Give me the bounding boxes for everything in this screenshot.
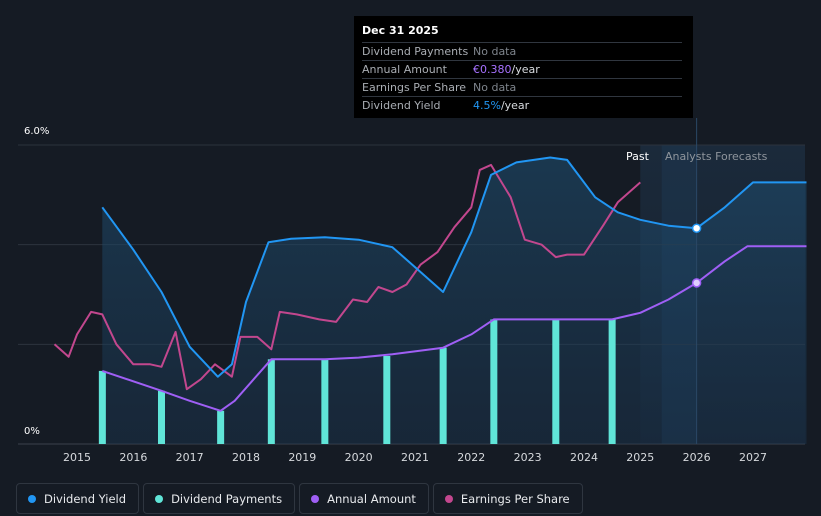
tooltip-label: Dividend Yield <box>362 99 441 112</box>
annual-amount-marker[interactable] <box>691 278 702 288</box>
dividend-payment-bar <box>552 319 560 444</box>
tooltip-label: Earnings Per Share <box>362 81 467 94</box>
chart-legend: Dividend Yield Dividend Payments Annual … <box>16 483 587 514</box>
tooltip-value: €0.380 <box>473 63 512 76</box>
legend-dot-icon <box>155 494 164 503</box>
tooltip-date: Dec 31 2025 <box>362 24 439 37</box>
tooltip-row-annual-amount: Annual Amount €0.380/year <box>362 60 682 78</box>
legend-annual-amount[interactable]: Annual Amount <box>299 483 429 514</box>
tooltip-row-dividend-payments: Dividend Payments No data <box>362 42 682 60</box>
forecast-label: Analysts Forecasts <box>665 150 768 163</box>
tooltip-unit: /year <box>500 99 530 112</box>
tooltip-value: No data <box>473 45 517 58</box>
legend-label: Dividend Yield <box>44 491 127 506</box>
tooltip-unit: /year <box>511 63 540 76</box>
x-tick-label: 2023 <box>514 451 542 464</box>
dividend-payment-bar <box>608 319 616 444</box>
x-tick-label: 2024 <box>570 451 598 464</box>
x-tick-label: 2017 <box>176 451 204 464</box>
dividend-payment-bar <box>439 347 447 444</box>
legend-earnings-per-share[interactable]: Earnings Per Share <box>432 483 583 514</box>
dividend-payment-bar <box>383 355 391 444</box>
tooltip-value: 4.5% <box>473 99 501 112</box>
x-tick-label: 2021 <box>401 451 429 464</box>
dividend-yield-area <box>102 157 807 444</box>
tooltip-label: Annual Amount <box>362 63 447 76</box>
legend-dot-icon <box>28 494 36 503</box>
x-tick-label: 2020 <box>345 451 373 464</box>
x-tick-label: 2027 <box>739 451 767 464</box>
x-tick-label: 2015 <box>63 451 91 464</box>
dividend-yield-marker[interactable] <box>691 223 702 233</box>
x-tick-label: 2025 <box>626 451 654 464</box>
tooltip-value: No data <box>473 81 517 94</box>
legend-label: Earnings Per Share <box>460 491 570 506</box>
dividend-payment-bar <box>267 359 275 444</box>
tooltip-row-dividend-yield: Dividend Yield 4.5%/year <box>362 96 682 114</box>
dividend-yield-line <box>101 156 807 378</box>
x-tick-label: 2018 <box>232 451 260 464</box>
legend-dot-icon <box>311 494 320 503</box>
data-tooltip: Dec 31 2025 Dividend Payments No data An… <box>354 16 693 118</box>
annual-amount-line <box>101 245 807 412</box>
dividend-payment-bars <box>98 319 616 444</box>
dividend-payment-bar <box>321 359 329 444</box>
legend-dot-icon <box>444 494 453 503</box>
x-tick-label: 2016 <box>119 451 147 464</box>
dividend-payment-bar <box>157 390 165 444</box>
dividend-payment-bar <box>490 319 498 444</box>
tooltip-label: Dividend Payments <box>362 45 469 58</box>
legend-label: Dividend Payments <box>171 491 283 506</box>
x-tick-label: 2022 <box>457 451 485 464</box>
earnings-per-share-line <box>53 163 641 391</box>
dividend-payment-bar <box>217 410 225 444</box>
legend-dividend-payments[interactable]: Dividend Payments <box>143 483 296 514</box>
tooltip-row-earnings-per-share: Earnings Per Share No data <box>362 78 682 96</box>
y-axis-min-label: 0% <box>24 426 40 437</box>
past-label: Past <box>626 150 649 163</box>
dividend-payment-bar <box>98 370 106 444</box>
y-axis-max-label: 6.0% <box>24 126 50 137</box>
x-tick-label: 2019 <box>288 451 316 464</box>
legend-dividend-yield[interactable]: Dividend Yield <box>16 483 140 514</box>
legend-label: Annual Amount <box>327 491 416 506</box>
x-axis-labels: 2015 2016 2017 2018 2019 2020 2021 2022 2023 2024… <box>63 451 767 464</box>
x-tick-label: 2026 <box>683 451 711 464</box>
